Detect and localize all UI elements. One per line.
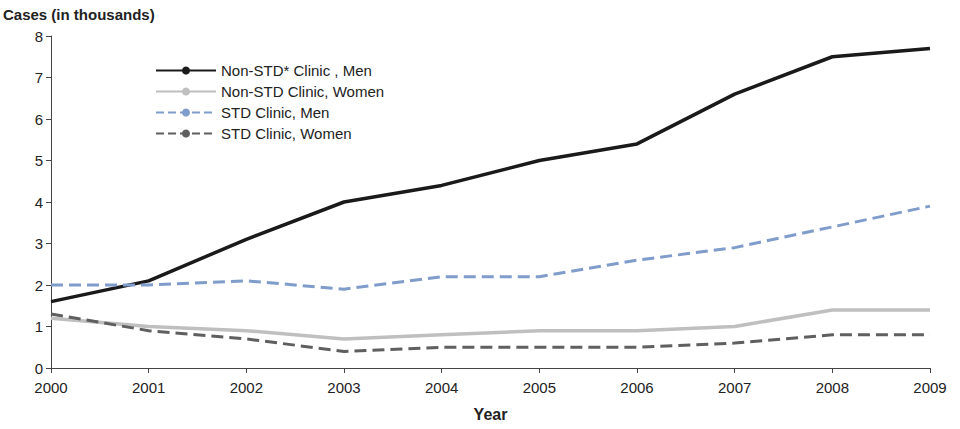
- svg-text:7: 7: [35, 69, 43, 86]
- svg-text:2004: 2004: [425, 379, 458, 396]
- svg-text:2002: 2002: [230, 379, 263, 396]
- svg-text:Cases (in thousands): Cases (in thousands): [3, 6, 155, 23]
- svg-text:2: 2: [35, 277, 43, 294]
- svg-text:2005: 2005: [523, 379, 556, 396]
- svg-text:2006: 2006: [620, 379, 653, 396]
- svg-text:2001: 2001: [132, 379, 165, 396]
- svg-text:2007: 2007: [718, 379, 751, 396]
- svg-text:4: 4: [35, 194, 43, 211]
- svg-text:0: 0: [35, 360, 43, 377]
- svg-text:2003: 2003: [327, 379, 360, 396]
- svg-text:5: 5: [35, 152, 43, 169]
- svg-text:8: 8: [35, 28, 43, 45]
- svg-text:STD Clinic, Men: STD Clinic, Men: [221, 104, 329, 121]
- svg-text:Year: Year: [474, 406, 508, 423]
- svg-text:2008: 2008: [816, 379, 849, 396]
- svg-text:1: 1: [35, 318, 43, 335]
- svg-text:Non-STD Clinic, Women: Non-STD Clinic, Women: [221, 83, 384, 100]
- svg-text:Non-STD* Clinic , Men: Non-STD* Clinic , Men: [221, 62, 372, 79]
- svg-text:3: 3: [35, 235, 43, 252]
- svg-text:2000: 2000: [34, 379, 67, 396]
- svg-text:STD Clinic, Women: STD Clinic, Women: [221, 125, 352, 142]
- svg-text:6: 6: [35, 111, 43, 128]
- svg-text:2009: 2009: [913, 379, 946, 396]
